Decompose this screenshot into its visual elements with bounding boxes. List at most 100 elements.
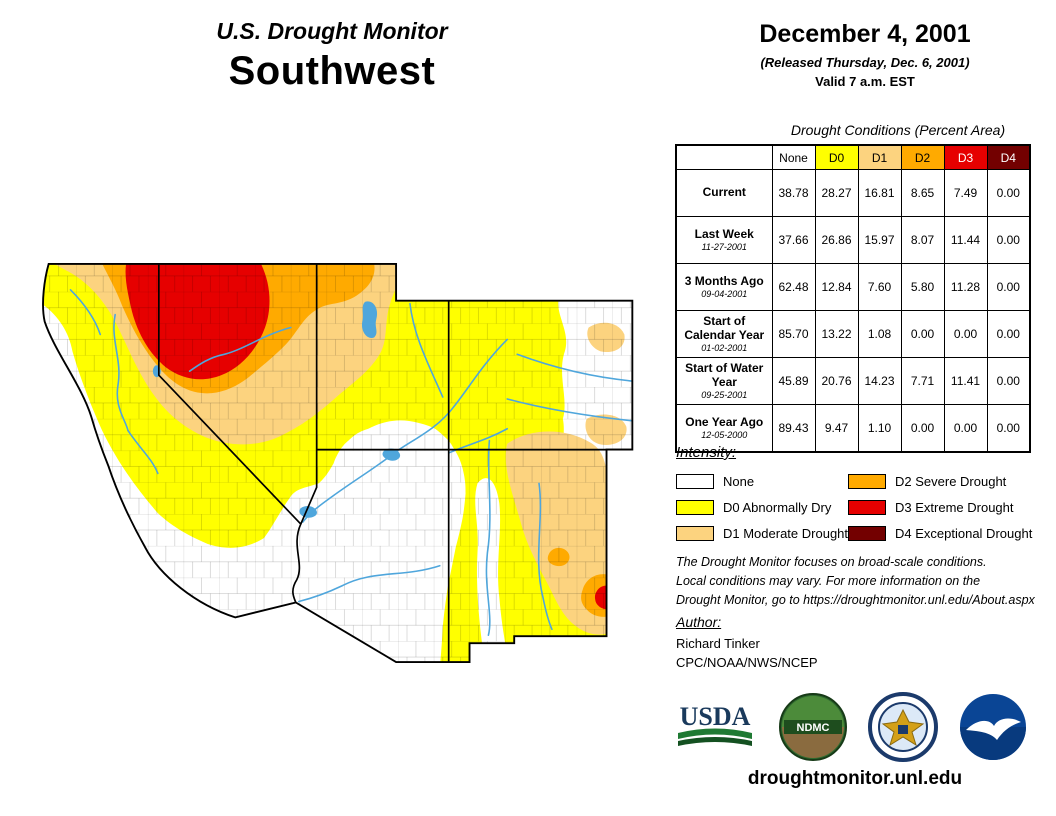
legend-item-d4: D4 Exceptional Drought xyxy=(848,520,1032,546)
table-row-start-calendar-year: Start of Calendar Year 01-02-2001 85.70 1… xyxy=(675,310,1031,358)
column-header-d1: D1 xyxy=(857,144,902,170)
legend-label: D3 Extreme Drought xyxy=(895,499,1014,515)
table-row-one-year-ago: One Year Ago 12-05-2000 89.43 9.47 1.10 0… xyxy=(675,404,1031,453)
map-date: December 4, 2001 xyxy=(759,20,971,48)
table-cell: 85.70 xyxy=(771,310,816,358)
disclaimer-line: The Drought Monitor focuses on broad-sca… xyxy=(676,555,987,569)
table-cell: 62.48 xyxy=(771,263,816,311)
svg-text:NDMC: NDMC xyxy=(797,722,830,734)
table-cell: 5.80 xyxy=(900,263,945,311)
table-cell: 15.97 xyxy=(857,216,902,264)
table-cell: 0.00 xyxy=(986,169,1031,217)
title-block: U.S. Drought Monitor Southwest xyxy=(72,18,592,94)
table-cell: 14.23 xyxy=(857,357,902,405)
none-swatch xyxy=(676,473,714,489)
region-title: Southwest xyxy=(228,49,436,93)
table-cell: 16.81 xyxy=(857,169,902,217)
column-header-d0: D0 xyxy=(814,144,859,170)
legend-item-d3: D3 Extreme Drought xyxy=(848,494,1032,520)
table-cell: 0.00 xyxy=(943,404,988,453)
intensity-legend: None D0 Abnormally Dry D1 Moderate Droug… xyxy=(676,468,1032,546)
row-label: Start of Calendar Year 01-02-2001 xyxy=(675,310,773,358)
table-cell: 12.84 xyxy=(814,263,859,311)
table-cell: 37.66 xyxy=(771,216,816,264)
legend-label: None xyxy=(723,473,755,489)
great-salt-lake xyxy=(361,301,378,339)
table-cell: 20.76 xyxy=(814,357,859,405)
table-header-row: None D0 D1 D2 D3 D4 xyxy=(676,144,1031,170)
released-date: (Released Thursday, Dec. 6, 2001) xyxy=(760,55,970,70)
author-name: Richard Tinker xyxy=(676,636,760,651)
d3-swatch xyxy=(848,499,886,515)
page-title: U.S. Drought Monitor xyxy=(216,18,448,44)
table-cell: 0.00 xyxy=(943,310,988,358)
row-label: Current xyxy=(675,169,773,217)
disclaimer-line: Local conditions may vary. For more info… xyxy=(676,573,981,588)
intensity-title: Intensity: xyxy=(676,444,737,461)
table-cell: 0.00 xyxy=(986,263,1031,311)
d1-swatch xyxy=(676,525,714,541)
table-caption: Drought Conditions (Percent Area) xyxy=(790,122,1006,138)
table-cell: 11.28 xyxy=(943,263,988,311)
legend-item-d0: D0 Abnormally Dry xyxy=(676,494,848,520)
row-label: One Year Ago 12-05-2000 xyxy=(675,404,773,453)
county-boundaries xyxy=(43,263,633,663)
author-heading: Author: xyxy=(676,614,722,630)
lake-mead xyxy=(299,506,317,518)
d0-swatch xyxy=(676,499,714,515)
table-cell: 1.10 xyxy=(857,404,902,453)
table-corner-cell xyxy=(676,145,772,170)
table-cell: 89.43 xyxy=(771,404,816,453)
table-row-start-water-year: Start of Water Year 09-25-2001 45.89 20.7… xyxy=(675,357,1031,405)
table-row-last-week: Last Week 11-27-2001 37.66 26.86 15.97 8.… xyxy=(675,216,1031,264)
table-cell: 0.00 xyxy=(986,357,1031,405)
table-row-3-months-ago: 3 Months Ago 09-04-2001 62.48 12.84 7.60 … xyxy=(675,263,1031,311)
table-cell: 0.00 xyxy=(900,404,945,453)
table-cell: 7.60 xyxy=(857,263,902,311)
legend-label: D4 Exceptional Drought xyxy=(895,525,1033,541)
footer-url: droughtmonitor.unl.edu xyxy=(747,768,963,789)
lake-powell xyxy=(382,448,401,461)
ndmc-logo: NDMC xyxy=(779,693,847,761)
d4-swatch xyxy=(848,525,886,541)
table-cell: 0.00 xyxy=(986,310,1031,358)
table-cell: 8.65 xyxy=(900,169,945,217)
state-borders xyxy=(157,263,633,663)
table-cell: 8.07 xyxy=(900,216,945,264)
table-cell: 11.41 xyxy=(943,357,988,405)
table-row-current: Current 38.78 28.27 16.81 8.65 7.49 0.00 xyxy=(675,169,1031,217)
legend-item-d2: D2 Severe Drought xyxy=(848,468,1032,494)
row-label: Start of Water Year 09-25-2001 xyxy=(675,357,773,405)
table-cell: 0.00 xyxy=(986,216,1031,264)
valid-time: Valid 7 a.m. EST xyxy=(815,74,915,89)
legend-label: D2 Severe Drought xyxy=(895,473,1007,489)
table-cell: 7.49 xyxy=(943,169,988,217)
column-header-d4: D4 xyxy=(986,144,1031,170)
table-cell: 38.78 xyxy=(771,169,816,217)
row-label: Last Week 11-27-2001 xyxy=(675,216,773,264)
column-header-d3: D3 xyxy=(943,144,988,170)
legend-item-d1: D1 Moderate Drought xyxy=(676,520,848,546)
legend-label: D0 Abnormally Dry xyxy=(723,499,832,515)
date-block: December 4, 2001 (Released Thursday, Dec… xyxy=(700,20,1030,89)
table-cell: 11.44 xyxy=(943,216,988,264)
region-outline xyxy=(42,263,634,663)
table-cell: 0.00 xyxy=(900,310,945,358)
column-header-d2: D2 xyxy=(900,144,945,170)
legend-item-none: None xyxy=(676,468,848,494)
noaa-logo xyxy=(960,694,1026,760)
drought-conditions-table: None D0 D1 D2 D3 D4 Current 38.78 28.27 … xyxy=(675,144,1031,453)
table-cell: 45.89 xyxy=(771,357,816,405)
table-cell: 13.22 xyxy=(814,310,859,358)
southwest-drought-map xyxy=(42,263,634,663)
author-org: CPC/NOAA/NWS/NCEP xyxy=(676,655,818,670)
disclaimer-line: Drought Monitor, go to https://droughtmo… xyxy=(676,592,1035,607)
usda-logo: USDA xyxy=(678,702,752,746)
table-cell: 9.47 xyxy=(814,404,859,453)
table-cell: 26.86 xyxy=(814,216,859,264)
table-cell: 1.08 xyxy=(857,310,902,358)
author-block: Author: Richard Tinker CPC/NOAA/NWS/NCEP xyxy=(676,614,818,670)
table-cell: 0.00 xyxy=(986,404,1031,453)
agency-logos: USDA NDMC xyxy=(672,690,1028,764)
table-cell: 7.71 xyxy=(900,357,945,405)
